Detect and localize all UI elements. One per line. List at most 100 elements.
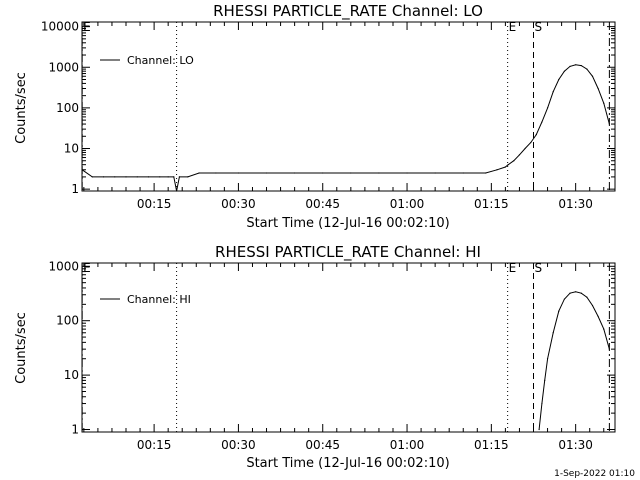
data-point (518, 154, 521, 156)
chart-panel-lo: RHESSI PARTICLE_RATE Channel: LO Counts/… (14, 2, 616, 231)
data-point (215, 172, 217, 174)
data-point (552, 332, 554, 334)
data-point (544, 379, 546, 381)
data-point (102, 176, 105, 178)
chart-panel-hi: RHESSI PARTICLE_RATE Channel: HI Counts/… (14, 243, 616, 471)
data-point (538, 428, 540, 431)
data-point (603, 102, 605, 104)
data-point (513, 160, 515, 162)
y-tick-label: 10 (64, 142, 79, 156)
marker-label: S (535, 261, 543, 275)
y-tick-label: 100 (56, 314, 79, 328)
data-point (597, 87, 599, 90)
data-point (541, 402, 543, 405)
data-point (608, 348, 610, 350)
y-tick-label: 10000 (41, 20, 79, 34)
data-point (198, 172, 200, 174)
x-tick-label: 01:00 (390, 197, 425, 211)
x-tick-label: 00:15 (137, 197, 172, 211)
x-axis-label: Start Time (12-Jul-16 00:02:10) (246, 216, 449, 231)
data-point (586, 68, 588, 70)
chart-title: RHESSI PARTICLE_RATE Channel: HI (215, 243, 481, 262)
data-point (603, 328, 605, 330)
y-tick-label: 1000 (48, 259, 79, 273)
x-tick-label: 00:45 (305, 197, 340, 211)
data-point (563, 70, 566, 72)
y-tick-label: 100 (56, 101, 79, 115)
data-point (350, 172, 352, 174)
data-point (322, 172, 324, 174)
data-point (530, 141, 532, 144)
data-point (175, 190, 178, 192)
data-point (114, 176, 116, 178)
data-point (406, 172, 408, 174)
x-tick-label: 01:15 (474, 197, 509, 211)
data-point (541, 121, 543, 123)
y-axis-label: Counts/sec (14, 312, 29, 384)
data-point (558, 78, 560, 81)
data-point (378, 172, 380, 174)
x-tick-label: 00:15 (137, 438, 172, 452)
data-point (524, 147, 526, 150)
data-point (546, 358, 549, 360)
data-point (608, 123, 610, 125)
data-point (434, 172, 436, 174)
data-point (485, 172, 487, 174)
data-point (159, 176, 161, 178)
x-tick-label: 01:30 (558, 438, 593, 452)
data-point (569, 292, 571, 294)
marker-label: E (83, 261, 91, 275)
y-tick-label: 1000 (48, 60, 79, 74)
data-point (546, 107, 549, 109)
data-point (178, 176, 181, 178)
data-point (597, 315, 599, 317)
legend-label: Channel: LO (127, 54, 194, 67)
data-point (552, 91, 554, 93)
data-point (591, 75, 594, 77)
y-tick-label: 1 (71, 182, 79, 196)
data-point (569, 65, 571, 67)
x-tick-label: 01:30 (558, 197, 593, 211)
data-point (496, 169, 498, 171)
x-tick-label: 01:15 (474, 438, 509, 452)
y-tick-label: 1 (71, 423, 79, 437)
data-point (147, 176, 150, 178)
marker-label: E (83, 20, 91, 34)
y-axis-label: Counts/sec (14, 72, 29, 144)
series-line (81, 64, 610, 192)
data-point (580, 292, 582, 294)
data-point (504, 166, 506, 168)
data-point (507, 164, 509, 166)
data-point (575, 291, 577, 293)
marker-label: S (535, 20, 543, 34)
footer-timestamp: 1-Sep-2022 01:10 (554, 469, 635, 479)
data-point (558, 310, 560, 312)
data-point (167, 176, 169, 178)
data-point (591, 304, 594, 307)
data-point (136, 176, 138, 178)
data-point (237, 172, 240, 174)
data-point (173, 176, 175, 178)
data-point (580, 64, 582, 67)
data-point (81, 169, 83, 171)
x-tick-label: 01:00 (390, 438, 425, 452)
data-point (575, 64, 577, 66)
data-point (265, 172, 268, 174)
data-point (187, 176, 189, 178)
marker-label: E (509, 20, 517, 34)
x-tick-label: 00:45 (305, 438, 340, 452)
data-point (125, 176, 127, 178)
x-tick-label: 00:30 (221, 197, 256, 211)
data-point (91, 176, 93, 178)
data-point (294, 172, 296, 174)
y-tick-label: 10 (64, 368, 79, 382)
marker-label: E (509, 261, 517, 275)
data-point (462, 172, 464, 174)
data-point (586, 296, 588, 298)
legend-label: Channel: HI (127, 293, 191, 306)
chart-title: RHESSI PARTICLE_RATE Channel: LO (213, 2, 483, 21)
x-axis-label: Start Time (12-Jul-16 00:02:10) (246, 456, 449, 471)
data-point (535, 134, 537, 136)
